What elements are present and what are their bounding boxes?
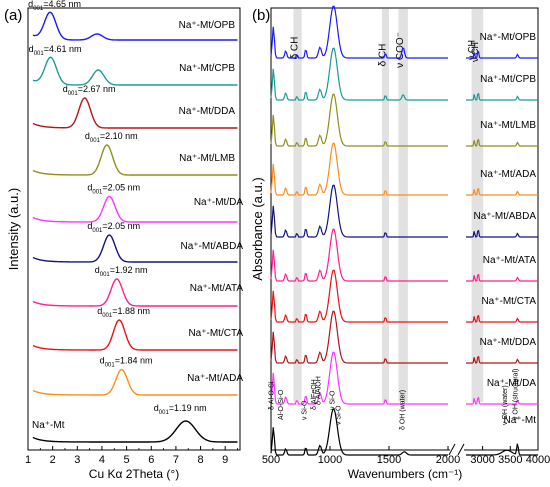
x-tick-label-b: 3000 [470,454,494,466]
x-tick-label-a: 4 [99,454,105,466]
shaded-band-3 [398,9,408,402]
xrd-curve-4 [32,144,238,176]
x-tick-label-b: 1000 [318,454,342,466]
peak-annotation: δ OH (water) [399,390,406,430]
ftir-curve-4 [270,142,538,196]
xrd-curve-9 [32,368,238,396]
xrd-curve-6 [32,234,238,263]
x-tick-label-b: 4000 [526,454,550,466]
ftir-curve-7 [270,269,538,323]
xrd-curve-7 [32,278,238,307]
ftir-series-label: Na⁺-Mt/CTA [481,296,536,307]
d-spacing-annotation: d001=1.92 nm [95,265,148,278]
xrd-curve-8 [32,319,238,351]
xrd-series-label: Na⁺-Mt [32,420,65,431]
x-tick-label-b: 500 [262,454,280,466]
d-spacing-annotation: d001=4.61 nm [29,44,82,57]
ftir-series-label: Na⁺-Mt/OPB [480,32,537,43]
xrd-curve-1 [32,11,238,41]
peak-annotation: ν OH (structural) [513,369,520,420]
d-spacing-annotation: d001=1.84 nm [100,356,153,369]
panel-a-label: (a) [4,7,22,24]
xrd-series-label: Na⁺-Mt/CTA [188,328,243,339]
ftir-curve-6 [270,228,538,282]
ftir-series-label: Na⁺-Mt [504,415,537,426]
ftir-curve-3 [270,93,538,147]
band-label-nuas-ch2: ν CH [470,42,480,62]
xrd-series-label: Na⁺-Mt/DA [194,197,244,208]
xrd-curve-3 [32,97,238,129]
band-label-dch2-2: δ CH [377,44,388,67]
xrd-curve-10 [32,420,238,443]
xrd-series-label: Na⁺-Mt/OPB [179,20,236,31]
xrd-series-label: Na⁺-Mt/ATA [190,283,244,294]
d-spacing-annotation: d001=2.10 nm [85,131,138,144]
panel-a-frame [27,7,241,451]
axis-break-mark [457,443,465,456]
peak-annotation: δ AlAlOH [316,376,323,405]
x-tick-label-a: 3 [74,454,80,466]
x-tick-label-a: 8 [197,454,203,466]
d-spacing-annotation: d001=1.88 nm [97,306,150,319]
x-tick-label-a: 7 [173,454,179,466]
ftir-series-label: Na⁺-Mt/CPB [480,74,536,85]
peak-annotation: δ AlFeOH [311,379,318,410]
xrd-curve-2 [32,56,238,86]
band-label-dch2-1: δ CH [290,37,301,60]
ftir-curve-1 [270,5,538,59]
ftir-series-label: Na⁺-Mt/ADA [480,169,536,180]
ftir-series-label: Na⁺-Mt/LMB [480,120,536,131]
peak-annotation: δ Al-O-Si [268,381,275,410]
d-spacing-annotation: d001=4.65 nm [28,0,81,12]
x-tick-label-a: 5 [124,454,130,466]
x-tick-label-b: 3500 [498,454,522,466]
peak-annotation: ν Si-O [301,400,308,420]
x-tick-label-a: 6 [148,454,154,466]
peak-annotation: ν Si-O [336,405,343,425]
x-tick-label-b: 1500 [377,454,401,466]
peak-annotation: ν OH (water) [502,385,509,425]
x-tick-label-a: 9 [222,454,228,466]
xrd-curve-5 [32,195,238,223]
peak-annotation: Al-O-Si-O [278,389,285,420]
d-spacing-annotation: d001=2.67 nm [63,84,116,97]
x-axis-label-b: Wavenumbers (cm⁻¹) [348,467,463,481]
ftir-series-label: Na⁺-Mt/ABDA [473,211,536,222]
band-label-nus-ch2: ν CH [466,40,476,60]
d-spacing-annotation: d001=2.05 nm [87,221,140,234]
ftir-curve-10 [270,408,538,456]
d-spacing-annotation: d001=1.19 nm [154,403,207,416]
ftir-series-label: Na⁺-Mt/DDA [480,337,537,348]
x-tick-label-b: 2000 [436,454,460,466]
ftir-curve-8 [270,310,538,364]
xrd-series-label: Na⁺-Mt/LMB [179,153,235,164]
ftir-series-label: Na⁺-Mt/ATA [483,255,537,266]
x-axis-label-a: Cu Kα 2Theta (°) [89,467,179,481]
x-tick-label-a: 2 [50,454,56,466]
axis-break-mark [448,443,456,456]
xrd-series-label: Na⁺-Mt/ABDA [180,241,243,252]
x-tick-label-a: 1 [25,454,31,466]
shaded-band-4 [471,9,484,402]
shaded-band-2 [381,9,389,402]
d-spacing-annotation: d001=2.05 nm [87,183,140,196]
y-axis-label-b: Absorbance (a.u.) [250,177,265,280]
panel-b-label: (b) [252,7,270,24]
shaded-band-1 [293,9,302,402]
xrd-series-label: Na⁺-Mt/CPB [179,63,235,74]
peak-annotation: ν Si-O [330,390,337,410]
ftir-curve-5 [270,184,538,238]
y-axis-label-a: Intensity (a.u.) [6,188,21,270]
band-label-coo: ν COO⁻ [395,32,406,68]
xrd-series-label: Na⁺-Mt/DDA [179,106,236,117]
ftir-series-label: Na⁺-Mt/DA [487,378,537,389]
ftir-curve-2 [270,47,538,101]
xrd-series-label: Na⁺-Mt/ADA [187,373,243,384]
ftir-curve-9 [270,351,538,405]
